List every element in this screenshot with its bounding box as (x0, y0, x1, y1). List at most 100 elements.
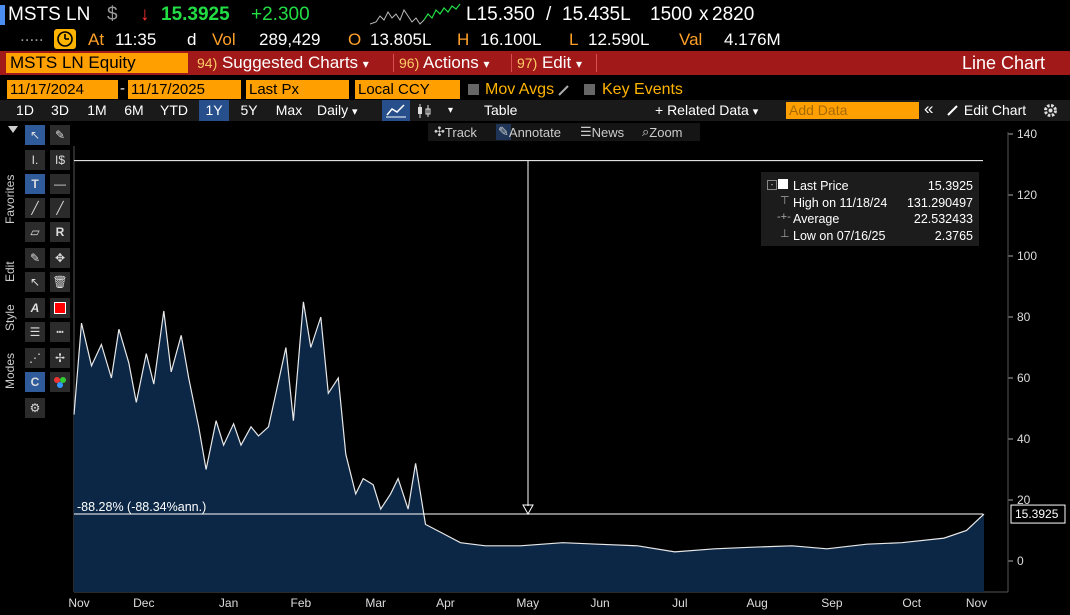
frequency-select[interactable]: Daily ▾ (317, 101, 358, 120)
mov-avgs-checkbox[interactable] (468, 84, 479, 95)
last-trade-time: 11:35 (115, 30, 157, 49)
percent-change-annotation[interactable]: -88.28% (-88.34%ann.) (77, 500, 207, 514)
edit-chart-button[interactable]: Edit Chart (946, 101, 1026, 120)
currency-symbol: $ (107, 4, 118, 25)
channel-tool-icon[interactable]: ▱ (25, 222, 45, 242)
chart-tools-bar: ✣ Track ✎ Annotate ☰ News ⌕ Zoom (428, 123, 700, 141)
line-chart-icon[interactable] (382, 100, 410, 121)
frequency-label: Daily (317, 102, 349, 118)
drawing-toolbar: ↖ ✎ Favorites I. I$ T — ╱ ╱ ▱ R Edit ✎ ✥… (0, 122, 76, 422)
horizontal-line-icon[interactable]: — (50, 174, 70, 194)
y-tick-label: 140 (1017, 127, 1037, 141)
high-value: 16.100L (480, 30, 542, 49)
font-style-icon[interactable]: A (25, 298, 45, 318)
annotate-button[interactable]: ✎ Annotate (496, 124, 561, 140)
key-events-label: Key Events (602, 81, 683, 98)
candlestick-icon[interactable] (414, 103, 434, 119)
down-arrow-icon: ↓ (140, 4, 150, 25)
actions-menu[interactable]: 96) Actions ▾ (399, 51, 490, 75)
price-line[interactable] (73, 301, 985, 553)
collapse-legend-icon[interactable]: - (767, 180, 777, 190)
actions-label: Actions (423, 53, 479, 72)
move-tool-icon[interactable]: ✥ (50, 248, 70, 268)
security-field[interactable]: MSTS LN Equity (6, 53, 188, 73)
chevron-down-icon: ▾ (362, 57, 369, 71)
start-date-input[interactable]: 11/17/2024 (7, 80, 118, 99)
x-tick-label: Jul (672, 596, 687, 610)
legend-low-value: 2.3765 (934, 229, 973, 243)
edit-menu[interactable]: 97) Edit ▾ (517, 51, 582, 75)
quote-line: ..... At 11:35 d Vol 289,429 O 13.805L H… (0, 26, 1070, 50)
actions-number: 96) (399, 55, 420, 71)
brush-tool-icon[interactable]: ✎ (25, 248, 45, 268)
gear-icon[interactable] (1042, 102, 1059, 119)
key-events-checkbox[interactable] (584, 84, 595, 95)
ask-price: 15.435L (562, 4, 631, 25)
x-axis-tool-icon[interactable]: I. (25, 150, 45, 170)
news-button[interactable]: ☰ News (580, 124, 625, 140)
palette-icon[interactable] (50, 372, 70, 392)
table-button[interactable]: Table (484, 102, 518, 118)
volume-value: 289,429 (259, 30, 321, 49)
ray-line-icon[interactable]: ╱ (50, 198, 70, 218)
x-tick-label: Sep (821, 596, 843, 610)
dollar-tool-icon[interactable]: I$ (50, 150, 70, 170)
period-1m[interactable]: 1M (87, 102, 107, 118)
open-value: 13.805L (370, 30, 432, 49)
text-tool-icon[interactable]: T (25, 174, 45, 194)
clock-icon[interactable] (54, 29, 76, 49)
open-label: O (348, 30, 362, 49)
bid-price: L15.350 (466, 4, 535, 25)
period-1d[interactable]: 1D (16, 102, 34, 118)
period-6m[interactable]: 6M (124, 102, 144, 118)
menu-divider (393, 54, 394, 72)
magnet-icon[interactable]: ⋰ (25, 348, 45, 368)
x-tick-label: Nov (966, 596, 987, 610)
related-data-label: + Related Data (655, 102, 749, 118)
related-data-button[interactable]: + Related Data ▾ (655, 101, 758, 120)
triangle-down-icon[interactable] (8, 126, 18, 134)
trend-line-icon[interactable]: ╱ (25, 198, 45, 218)
add-data-input[interactable]: Add Data (786, 102, 919, 119)
currency-select[interactable]: Local CCY (355, 80, 460, 99)
chart-style-chevron-icon[interactable]: ▾ (448, 105, 454, 116)
zoom-label: Zoom (649, 125, 683, 140)
retracement-tool-icon[interactable]: R (50, 222, 70, 242)
period-1y[interactable]: 1Y (199, 100, 229, 121)
mode-c-icon[interactable]: C (25, 372, 45, 392)
suggested-charts-menu[interactable]: 94) Suggested Charts ▾ (197, 51, 369, 75)
pointer-tool-icon[interactable]: ↖ (25, 125, 45, 145)
period-5y[interactable]: 5Y (240, 102, 258, 118)
line-weight-icon[interactable]: ☰ (25, 322, 45, 342)
news-label: News (591, 125, 625, 140)
x-tick-label: Aug (746, 596, 767, 610)
y-tick-label: 120 (1017, 188, 1037, 202)
ticker-symbol[interactable]: MSTS LN (8, 4, 91, 25)
select-plus-icon[interactable]: ↖ (25, 272, 45, 292)
field-select[interactable]: Last Px (246, 80, 349, 99)
draw-tool-icon[interactable]: ✎ (50, 125, 70, 145)
crosshair-mode-icon[interactable]: ✢ (50, 348, 70, 368)
x-tick-label: Oct (902, 596, 921, 610)
zoom-button[interactable]: ⌕ Zoom (642, 124, 683, 140)
period-3d[interactable]: 3D (51, 102, 69, 118)
period-max[interactable]: Max (275, 102, 303, 118)
chart-legend[interactable]: - Last Price 15.3925 ⊤ High on 11/18/24 … (761, 172, 979, 246)
settings-gear-icon[interactable]: ⚙ (25, 398, 45, 418)
line-dash-icon[interactable]: ┅ (50, 322, 70, 342)
end-date-input[interactable]: 11/17/2025 (128, 80, 241, 99)
legend-low-label: Low on 07/16/25 (793, 229, 886, 243)
value-label: Val (679, 30, 703, 49)
track-button[interactable]: ✣ Track (434, 124, 477, 140)
trash-icon[interactable]: 🗑 (50, 272, 70, 292)
color-picker-icon[interactable] (50, 298, 70, 318)
x-tick-label: Mar (365, 596, 386, 610)
function-menu-bar: MSTS LN Equity 94) Suggested Charts ▾ 96… (0, 51, 1070, 75)
low-label: L (569, 30, 579, 49)
period-ytd[interactable]: YTD (160, 102, 188, 118)
x-tick-label: Dec (133, 596, 154, 610)
pencil-icon[interactable] (557, 83, 571, 97)
last-value-label: 15.3925 (1015, 507, 1059, 521)
collapse-icon[interactable]: « (924, 99, 934, 118)
